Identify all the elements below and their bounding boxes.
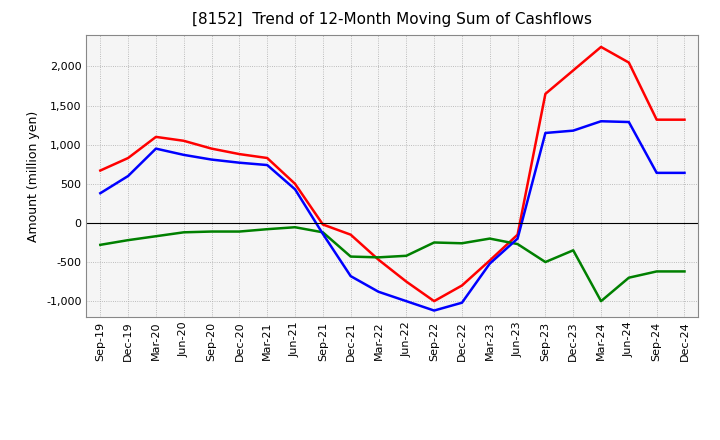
Investing Cashflow	[513, 242, 522, 247]
Operating Cashflow	[263, 155, 271, 161]
Free Cashflow	[680, 170, 689, 176]
Investing Cashflow	[652, 269, 661, 274]
Free Cashflow	[458, 300, 467, 305]
Operating Cashflow	[485, 258, 494, 263]
Investing Cashflow	[374, 255, 383, 260]
Free Cashflow	[179, 152, 188, 158]
Investing Cashflow	[346, 254, 355, 259]
Free Cashflow	[541, 130, 550, 136]
Free Cashflow	[652, 170, 661, 176]
Free Cashflow	[291, 187, 300, 192]
Operating Cashflow	[318, 222, 327, 227]
Free Cashflow	[597, 119, 606, 124]
Investing Cashflow	[541, 260, 550, 265]
Investing Cashflow	[485, 236, 494, 241]
Investing Cashflow	[179, 230, 188, 235]
Operating Cashflow	[652, 117, 661, 122]
Free Cashflow	[513, 236, 522, 241]
Operating Cashflow	[541, 91, 550, 96]
Investing Cashflow	[597, 298, 606, 304]
Operating Cashflow	[235, 151, 243, 157]
Investing Cashflow	[318, 230, 327, 235]
Operating Cashflow	[680, 117, 689, 122]
Operating Cashflow	[624, 60, 633, 65]
Investing Cashflow	[402, 253, 410, 258]
Operating Cashflow	[179, 138, 188, 143]
Free Cashflow	[235, 160, 243, 165]
Free Cashflow	[485, 261, 494, 266]
Investing Cashflow	[291, 224, 300, 230]
Operating Cashflow	[402, 279, 410, 284]
Line: Operating Cashflow: Operating Cashflow	[100, 47, 685, 301]
Free Cashflow	[346, 274, 355, 279]
Free Cashflow	[124, 173, 132, 179]
Operating Cashflow	[207, 146, 216, 151]
Free Cashflow	[152, 146, 161, 151]
Free Cashflow	[430, 308, 438, 313]
Investing Cashflow	[96, 242, 104, 247]
Operating Cashflow	[597, 44, 606, 50]
Operating Cashflow	[374, 257, 383, 262]
Investing Cashflow	[458, 241, 467, 246]
Operating Cashflow	[96, 168, 104, 173]
Title: [8152]  Trend of 12-Month Moving Sum of Cashflows: [8152] Trend of 12-Month Moving Sum of C…	[192, 12, 593, 27]
Free Cashflow	[569, 128, 577, 133]
Free Cashflow	[624, 119, 633, 125]
Operating Cashflow	[346, 232, 355, 237]
Investing Cashflow	[263, 227, 271, 232]
Free Cashflow	[96, 191, 104, 196]
Line: Investing Cashflow: Investing Cashflow	[100, 227, 685, 301]
Free Cashflow	[374, 289, 383, 294]
Investing Cashflow	[624, 275, 633, 280]
Investing Cashflow	[680, 269, 689, 274]
Investing Cashflow	[235, 229, 243, 234]
Y-axis label: Amount (million yen): Amount (million yen)	[27, 110, 40, 242]
Operating Cashflow	[458, 283, 467, 288]
Operating Cashflow	[569, 68, 577, 73]
Investing Cashflow	[124, 238, 132, 243]
Free Cashflow	[263, 162, 271, 168]
Investing Cashflow	[207, 229, 216, 234]
Operating Cashflow	[291, 181, 300, 187]
Operating Cashflow	[152, 134, 161, 139]
Free Cashflow	[402, 298, 410, 304]
Operating Cashflow	[430, 298, 438, 304]
Line: Free Cashflow: Free Cashflow	[100, 121, 685, 311]
Operating Cashflow	[124, 155, 132, 161]
Investing Cashflow	[569, 248, 577, 253]
Free Cashflow	[318, 231, 327, 237]
Operating Cashflow	[513, 232, 522, 237]
Investing Cashflow	[152, 234, 161, 239]
Free Cashflow	[207, 157, 216, 162]
Investing Cashflow	[430, 240, 438, 245]
